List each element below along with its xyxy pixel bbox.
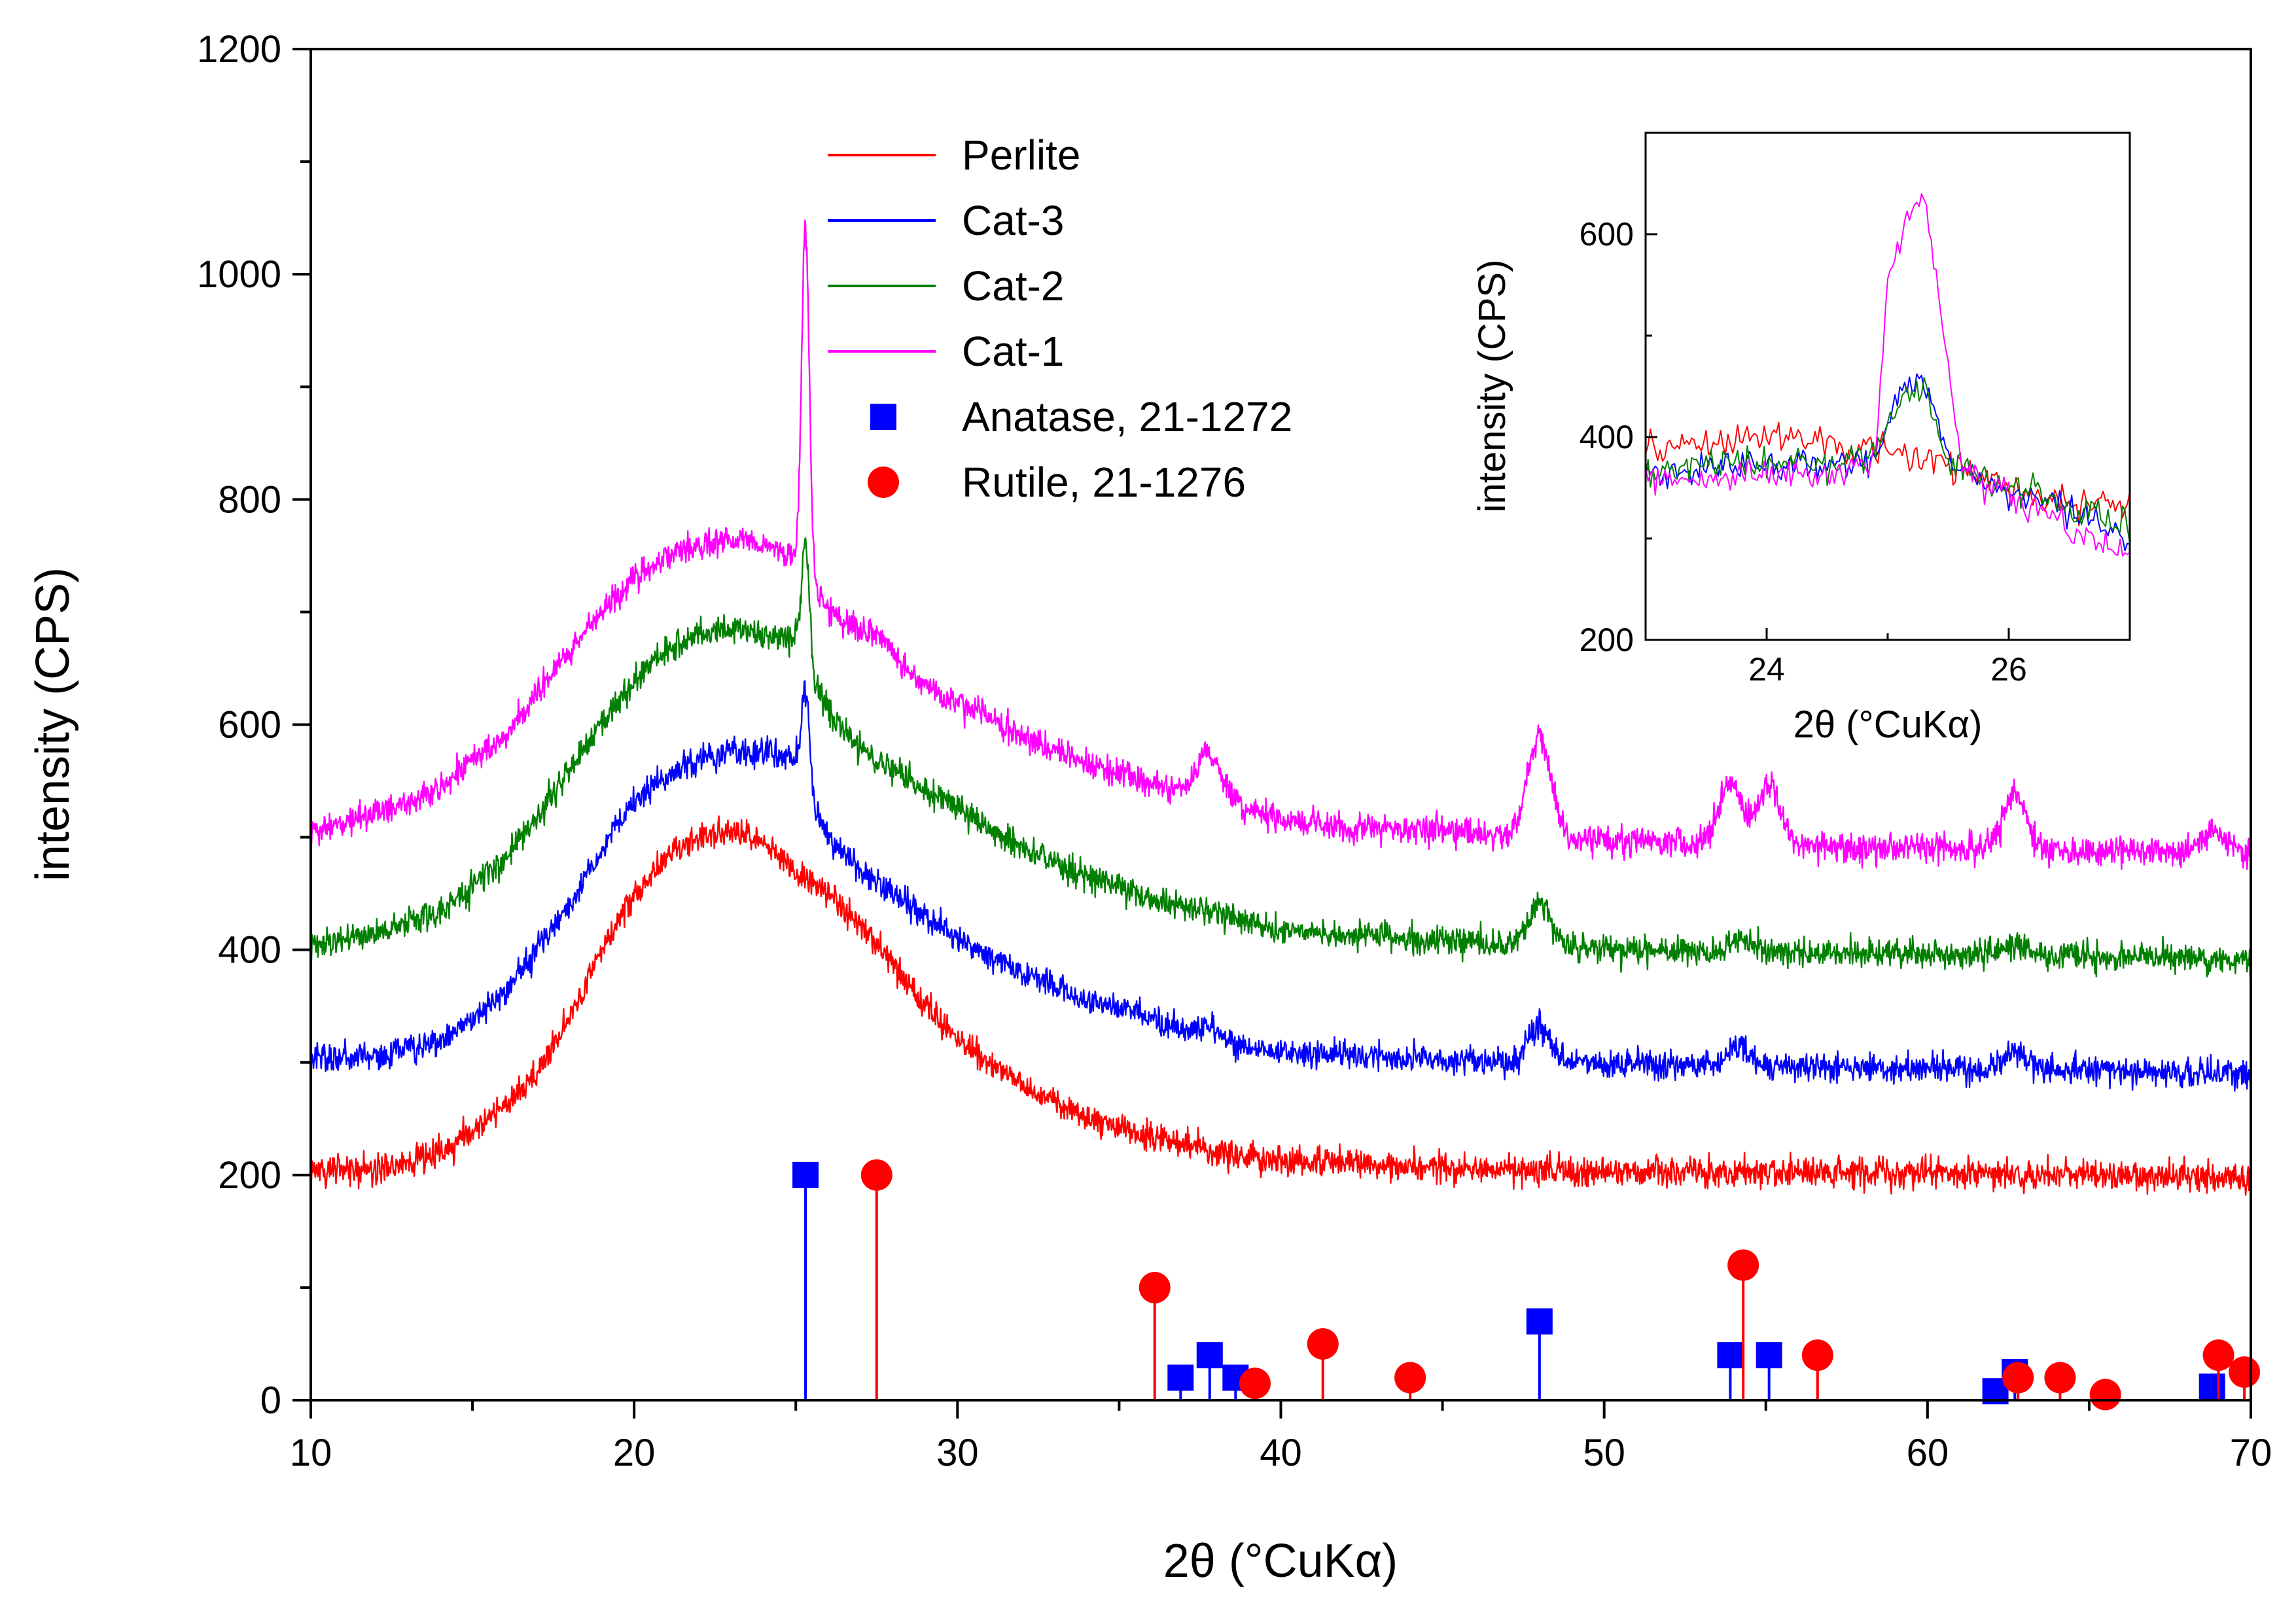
main-x-axis: 10 20 30 40 50 60 70	[290, 1400, 2272, 1474]
y-tick-label-0: 0	[260, 1379, 281, 1422]
series-line-cat-1	[309, 219, 2252, 870]
main-chart: 10 20 30 40 50 60 70 0 200 400 600 800 1000 1200 2θ …	[27, 28, 2272, 1587]
legend-item-anatase: Anatase, 21-1272	[870, 393, 1292, 440]
x-tick-label-10: 10	[290, 1432, 332, 1474]
x-tick-label-60: 60	[1907, 1432, 1949, 1474]
main-x-axis-label: 2θ (°CuKα)	[1163, 1535, 1398, 1587]
marker-anatase-9	[2199, 1373, 2225, 1400]
y-tick-label-600: 600	[218, 704, 281, 747]
marker-anatase-0	[792, 1161, 819, 1188]
marker-rutile-10	[2202, 1339, 2234, 1371]
marker-anatase-6	[1756, 1342, 1782, 1369]
series-line-cat-2	[309, 537, 2252, 978]
legend-label-perlite: Perlite	[962, 132, 1080, 179]
legend-label-cat-1: Cat-1	[962, 328, 1065, 375]
y-tick-label-200: 200	[218, 1154, 281, 1197]
inset-y-tick-label-200: 200	[1580, 622, 1634, 658]
marker-anatase-1	[1167, 1364, 1194, 1391]
inset-chart: 24 26 200 400 600 2θ (°CuKα) intensity (CPS…	[1471, 132, 2131, 746]
marker-rutile-0	[860, 1159, 892, 1191]
x-tick-label-20: 20	[613, 1432, 656, 1474]
legend-marker-anatase	[870, 404, 896, 430]
legend-marker-rutile	[868, 467, 899, 498]
legend-item-perlite: Perlite	[828, 132, 1080, 179]
inset-y-axis: 200 400 600	[1580, 132, 1657, 658]
inset-y-tick-label-600: 600	[1580, 216, 1634, 253]
legend-label-cat-3: Cat-3	[962, 197, 1065, 244]
inset-x-tick-label-26: 26	[1990, 651, 2027, 688]
marker-rutile-7	[2002, 1362, 2034, 1394]
x-tick-label-50: 50	[1583, 1432, 1625, 1474]
legend-item-rutile: Rutile, 21-1276	[868, 459, 1246, 506]
marker-rutile-4	[1394, 1362, 1426, 1394]
legend-item-cat-1: Cat-1	[828, 328, 1065, 375]
legend-label-cat-2: Cat-2	[962, 262, 1065, 309]
series-line-perlite	[309, 815, 2252, 1196]
y-tick-label-1200: 1200	[197, 28, 281, 71]
main-y-axis-label: intensity (CPS)	[27, 567, 79, 881]
marker-rutile-1	[1139, 1271, 1171, 1303]
series-line-cat-3	[309, 680, 2252, 1092]
inset-background	[1646, 133, 2130, 640]
marker-rutile-5	[1727, 1249, 1759, 1281]
legend-label-anatase: Anatase, 21-1272	[962, 393, 1292, 440]
marker-anatase-4	[1526, 1308, 1553, 1335]
marker-anatase-5	[1717, 1342, 1744, 1369]
inset-y-tick-label-400: 400	[1580, 419, 1634, 455]
inset-y-axis-label: intensity (CPS)	[1471, 260, 1513, 513]
inset-x-tick-label-24: 24	[1748, 651, 1785, 688]
legend-item-cat-2: Cat-2	[828, 262, 1065, 309]
marker-rutile-9	[2089, 1379, 2121, 1411]
main-y-axis: 0 200 400 600 800 1000 1200	[197, 28, 311, 1422]
marker-anatase-2	[1196, 1342, 1223, 1369]
x-tick-label-40: 40	[1260, 1432, 1302, 1474]
y-tick-label-400: 400	[218, 929, 281, 972]
main-traces	[309, 219, 2252, 1196]
x-tick-label-30: 30	[936, 1432, 979, 1474]
y-tick-label-1000: 1000	[197, 253, 281, 296]
inset-series-line-cat-1	[1645, 193, 2130, 557]
inset-x-axis: 24 26	[1644, 628, 2131, 688]
legend-label-rutile: Rutile, 21-1276	[962, 459, 1246, 506]
legend: Perlite Cat-3 Cat-2 Cat-1 Anatase, 21-12…	[828, 132, 1292, 506]
marker-rutile-2	[1239, 1367, 1271, 1400]
marker-rutile-6	[1801, 1339, 1833, 1371]
marker-rutile-3	[1307, 1328, 1339, 1360]
x-tick-label-70: 70	[2230, 1432, 2272, 1474]
inset-traces	[1645, 193, 2130, 557]
marker-rutile-11	[2229, 1356, 2261, 1388]
inset-series-line-cat-2	[1645, 377, 2130, 542]
legend-item-cat-3: Cat-3	[828, 197, 1065, 244]
y-tick-label-800: 800	[218, 478, 281, 521]
marker-rutile-8	[2044, 1362, 2076, 1394]
inset-x-axis-label: 2θ (°CuKα)	[1793, 703, 1983, 746]
